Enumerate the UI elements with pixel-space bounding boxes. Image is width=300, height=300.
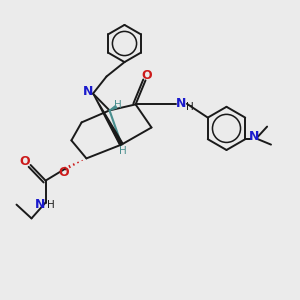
Text: O: O (142, 69, 152, 82)
Text: N: N (249, 130, 260, 143)
Polygon shape (110, 106, 117, 110)
Text: H: H (119, 146, 127, 156)
Text: H: H (114, 100, 122, 110)
Text: N: N (83, 85, 94, 98)
Text: O: O (58, 166, 69, 179)
Text: N: N (35, 198, 45, 212)
Text: O: O (19, 155, 30, 168)
Text: H: H (186, 102, 194, 112)
Text: N: N (176, 97, 187, 110)
Polygon shape (93, 94, 123, 146)
Text: H: H (47, 200, 55, 211)
